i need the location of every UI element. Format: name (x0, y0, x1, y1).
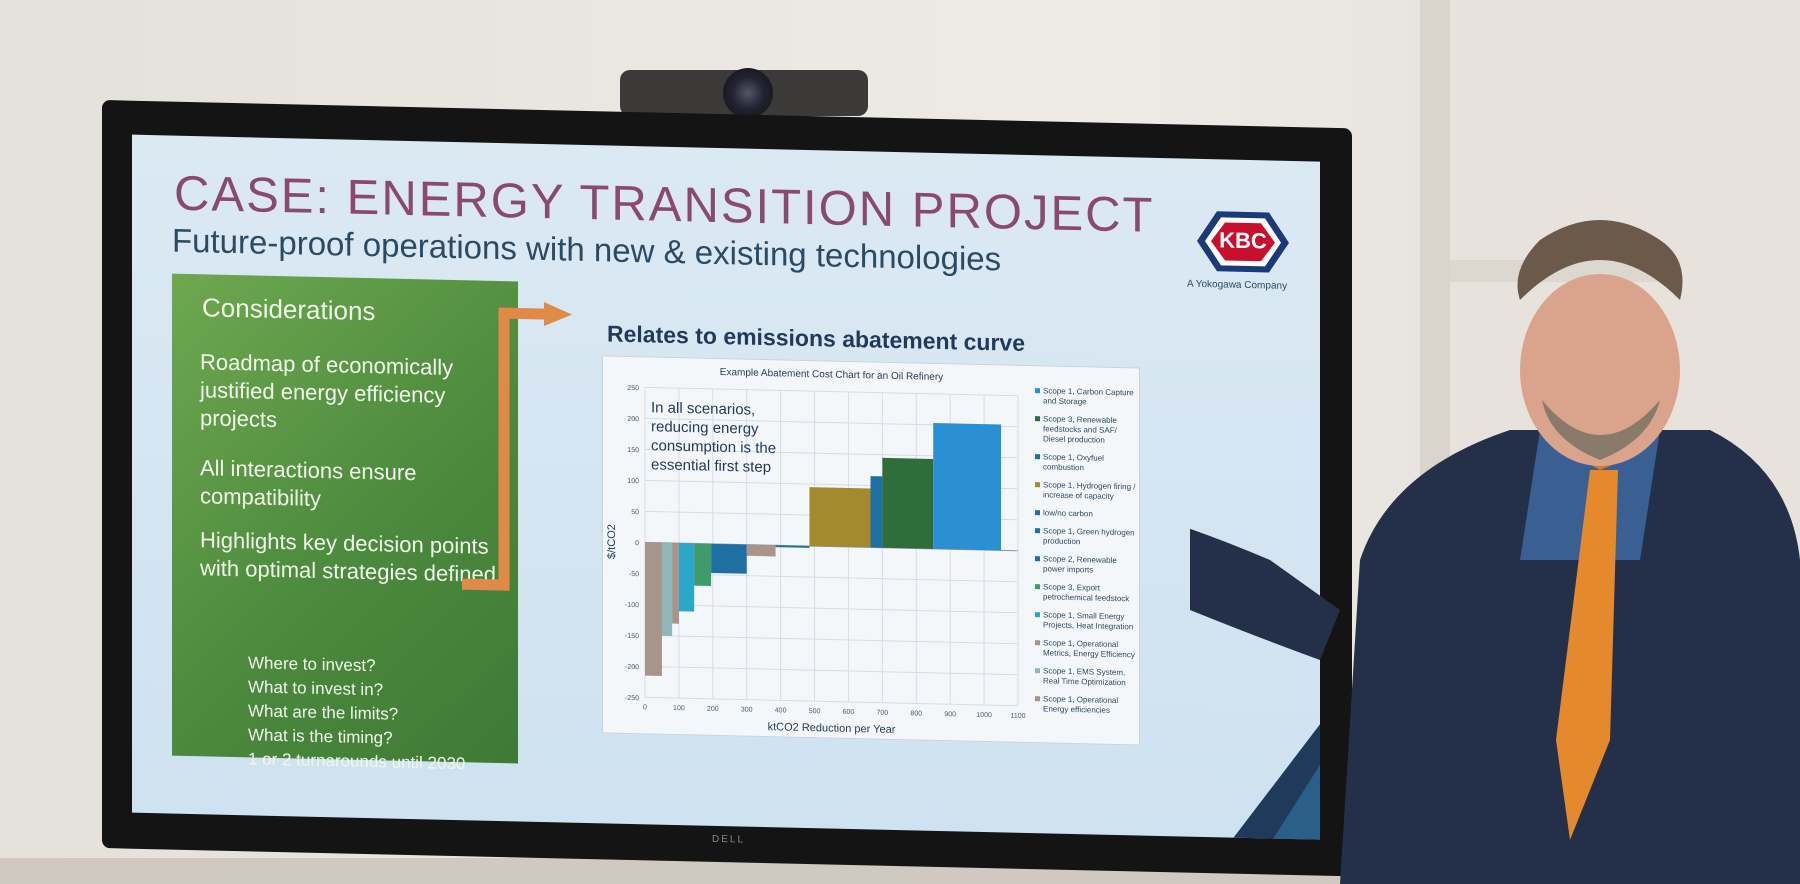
legend-item: Scope 1, EMS System, Real Time Optimizat… (1035, 666, 1139, 688)
display-monitor: CASE: ENERGY TRANSITION PROJECT Future-p… (102, 100, 1352, 877)
legend-label: Scope 1, Hydrogen firing / increase of c… (1043, 480, 1136, 501)
legend-swatch (1035, 668, 1040, 674)
legend-label: low/no carbon (1043, 508, 1093, 519)
legend-swatch (1035, 510, 1040, 516)
y-gridline (645, 386, 1018, 397)
legend-label: Scope 1, Small Energy Projects, Heat Int… (1043, 610, 1134, 632)
chart-bar (809, 487, 871, 548)
chart-bar (678, 543, 695, 612)
legend-label: Scope 3, Renewable feedstocks and SAF/ D… (1043, 414, 1117, 445)
y-tick-label: -100 (625, 602, 639, 609)
slide-corner-decoration (1232, 721, 1320, 840)
x-tick-label: 0 (643, 704, 647, 711)
y-tick-label: 50 (631, 509, 639, 516)
chart-heading: Relates to emissions abatement curve (607, 320, 1025, 356)
y-gridline (645, 696, 1018, 707)
x-tick-label: 700 (877, 710, 889, 717)
chart-annotation: In all scenarios,reducing energyconsumpt… (651, 399, 776, 476)
considerations-heading: Considerations (202, 292, 376, 327)
y-tick-label: 100 (627, 478, 639, 485)
legend-swatch (1035, 454, 1040, 460)
camera-lens-icon (723, 68, 773, 118)
x-tick-label: 400 (775, 707, 787, 714)
x-tick-label: 1000 (976, 712, 992, 719)
y-tick-label: 0 (635, 540, 639, 547)
legend-item: Scope 3, Renewable feedstocks and SAF/ D… (1035, 414, 1139, 446)
kbc-logo-icon (1197, 211, 1289, 273)
y-gridline (645, 634, 1018, 645)
x-tick-label: 600 (843, 709, 855, 716)
legend-item: Scope 3, Export petrochemical feedstock (1035, 582, 1139, 604)
legend-swatch (1035, 556, 1040, 562)
chart-bar (661, 542, 673, 636)
x-axis-label: ktCO2 Reduction per Year (768, 721, 896, 736)
questions-list: Where to invest? What to invest in? What… (248, 651, 465, 776)
y-tick-label: 200 (627, 416, 639, 423)
chart-bar (672, 542, 679, 624)
x-tick-label: 900 (944, 711, 956, 718)
legend-swatch (1035, 696, 1040, 702)
x-tick-label: 200 (707, 706, 719, 713)
monitor-brand: DELL (712, 833, 746, 846)
y-tick-label: -250 (625, 695, 639, 702)
y-tick-label: -200 (625, 664, 639, 671)
y-tick-label: -50 (629, 571, 639, 578)
legend-item: Scope 1, Small Energy Projects, Heat Int… (1035, 610, 1139, 632)
question-item: 1 or 2 turnarounds until 2030 (248, 749, 466, 774)
abatement-chart: Example Abatement Cost Chart for an Oil … (602, 355, 1140, 746)
presenter (1190, 220, 1800, 884)
legend-swatch (1035, 416, 1040, 422)
chart-bar (645, 542, 662, 677)
legend-label: Scope 3, Export petrochemical feedstock (1043, 582, 1130, 604)
x-tick-label: 1100 (1010, 713, 1025, 720)
conference-camera (620, 68, 868, 118)
legend-item: Scope 1, Oxyfuel combustion (1035, 452, 1139, 474)
legend-swatch (1035, 388, 1040, 394)
presentation-slide: CASE: ENERGY TRANSITION PROJECT Future-p… (132, 134, 1320, 840)
chart-bar (694, 543, 712, 586)
y-tick-label: -150 (625, 633, 639, 640)
abatement-chart-plot: Example Abatement Cost Chart for an Oil … (606, 367, 1026, 736)
legend-label: Scope 1, Operational Metrics, Energy Eff… (1043, 638, 1135, 660)
x-tick-label: 800 (910, 710, 922, 717)
legend-swatch (1035, 612, 1040, 618)
y-gridline (645, 603, 1018, 614)
legend-item: Scope 1, Operational Energy efficiencies (1035, 694, 1139, 716)
chart-bar (711, 543, 747, 574)
x-tick-label: 300 (741, 706, 753, 713)
legend-item: low/no carbon (1035, 508, 1139, 520)
chart-bar (870, 476, 883, 548)
y-tick-label: 150 (627, 447, 639, 454)
chart-bar (882, 457, 934, 549)
x-tick-label: 500 (809, 708, 821, 715)
legend-label: Scope 1, Oxyfuel combustion (1043, 452, 1104, 473)
x-tick-label: 100 (673, 705, 685, 712)
legend-label: Scope 1, EMS System, Real Time Optimizat… (1043, 666, 1126, 688)
legend-swatch (1035, 482, 1040, 488)
legend-item: Scope 1, Hydrogen firing / increase of c… (1035, 480, 1139, 502)
chart-bar (775, 545, 810, 548)
y-axis-label: $/tCO2 (606, 524, 618, 559)
legend-label: Scope 1, Green hydrogen production (1043, 526, 1135, 547)
chart-legend: Scope 1, Carbon Capture and Storage Scope… (1035, 386, 1139, 724)
legend-item: Scope 2, Renewable power imports (1035, 554, 1139, 576)
legend-item: Scope 1, Carbon Capture and Storage (1035, 386, 1139, 408)
chart-title: Example Abatement Cost Chart for an Oil … (720, 367, 943, 383)
legend-swatch (1035, 640, 1040, 646)
legend-item: Scope 1, Green hydrogen production (1035, 526, 1139, 548)
legend-item: Scope 1, Operational Metrics, Energy Eff… (1035, 638, 1139, 660)
legend-swatch (1035, 584, 1040, 590)
y-gridline (645, 665, 1018, 676)
legend-label: Scope 2, Renewable power imports (1043, 554, 1117, 575)
legend-label: Scope 1, Carbon Capture and Storage (1043, 386, 1134, 407)
legend-label: Scope 1, Operational Energy efficiencies (1043, 694, 1119, 715)
chart-bar (933, 423, 1002, 551)
legend-swatch (1035, 528, 1040, 534)
connector-arrow-icon (462, 302, 572, 591)
chart-bar (746, 544, 776, 557)
y-tick-label: 250 (627, 385, 639, 392)
